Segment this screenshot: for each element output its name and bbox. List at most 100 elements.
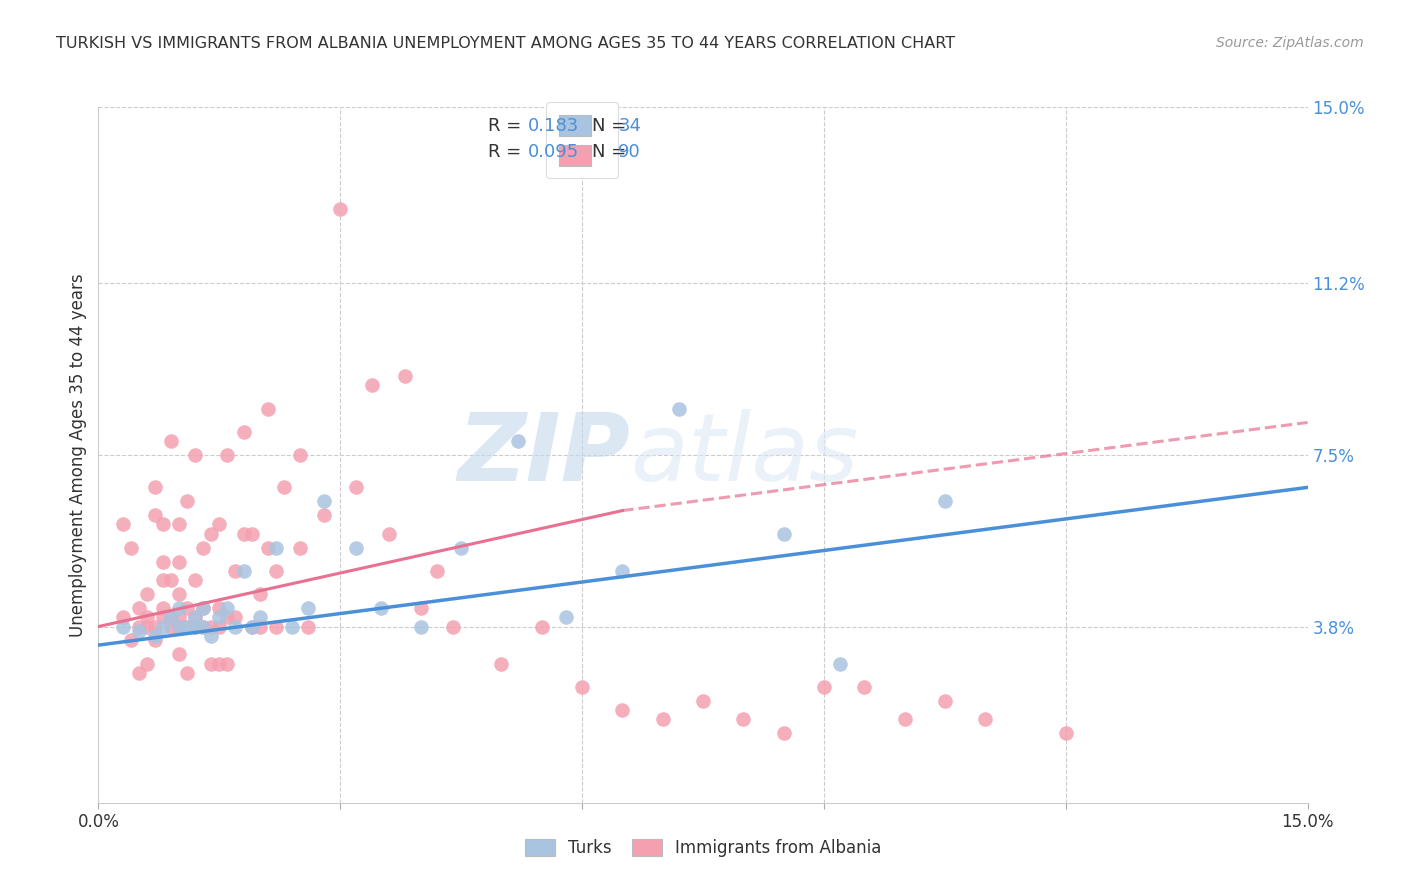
- Point: [240, 619, 263, 633]
- Text: ZIP: ZIP: [457, 409, 630, 501]
- Point: [974, 712, 997, 726]
- Text: TURKISH VS IMMIGRANTS FROM ALBANIA UNEMPLOYMENT AMONG AGES 35 TO 44 YEARS CORREL: TURKISH VS IMMIGRANTS FROM ALBANIA UNEMP…: [56, 36, 955, 51]
- Point: [394, 369, 416, 384]
- Point: [409, 601, 432, 615]
- Point: [184, 610, 207, 624]
- Point: [224, 564, 246, 578]
- Point: [530, 619, 553, 633]
- Point: [772, 726, 794, 740]
- Point: [208, 657, 231, 671]
- Point: [184, 573, 207, 587]
- Point: [167, 619, 190, 633]
- Point: [264, 619, 287, 633]
- Point: [200, 526, 222, 541]
- Point: [143, 480, 166, 494]
- Y-axis label: Unemployment Among Ages 35 to 44 years: Unemployment Among Ages 35 to 44 years: [69, 273, 87, 637]
- Point: [193, 619, 215, 633]
- Point: [288, 448, 311, 462]
- Point: [297, 619, 319, 633]
- Point: [377, 526, 399, 541]
- Text: 34: 34: [619, 118, 641, 136]
- Text: N =: N =: [592, 118, 631, 136]
- Point: [200, 629, 222, 643]
- Point: [772, 526, 794, 541]
- Point: [314, 494, 336, 508]
- Text: N =: N =: [592, 144, 631, 161]
- Point: [426, 564, 449, 578]
- Point: [135, 619, 157, 633]
- Point: [506, 434, 529, 448]
- Point: [160, 573, 183, 587]
- Point: [651, 712, 673, 726]
- Point: [612, 703, 634, 717]
- Point: [256, 401, 278, 416]
- Point: [167, 517, 190, 532]
- Point: [264, 564, 287, 578]
- Point: [193, 541, 215, 555]
- Point: [232, 526, 254, 541]
- Point: [1054, 726, 1077, 740]
- Point: [143, 508, 166, 523]
- Point: [934, 694, 956, 708]
- Point: [217, 657, 239, 671]
- Point: [193, 601, 215, 615]
- Point: [208, 619, 231, 633]
- Point: [555, 610, 578, 624]
- Point: [120, 633, 142, 648]
- Point: [491, 657, 513, 671]
- Point: [143, 629, 166, 643]
- Text: 90: 90: [619, 144, 641, 161]
- Point: [281, 619, 304, 633]
- Point: [167, 610, 190, 624]
- Point: [135, 587, 157, 601]
- Point: [329, 202, 352, 216]
- Point: [217, 610, 239, 624]
- Point: [441, 619, 464, 633]
- Point: [193, 601, 215, 615]
- Point: [217, 448, 239, 462]
- Point: [152, 517, 174, 532]
- Point: [297, 601, 319, 615]
- Point: [167, 619, 190, 633]
- Point: [152, 601, 174, 615]
- Point: [167, 601, 190, 615]
- Point: [934, 494, 956, 508]
- Point: [344, 541, 367, 555]
- Point: [668, 401, 690, 416]
- Point: [200, 657, 222, 671]
- Point: [224, 619, 246, 633]
- Point: [152, 619, 174, 633]
- Point: [249, 619, 271, 633]
- Text: 0.183: 0.183: [527, 118, 579, 136]
- Point: [370, 601, 392, 615]
- Text: Source: ZipAtlas.com: Source: ZipAtlas.com: [1216, 36, 1364, 50]
- Point: [273, 480, 295, 494]
- Point: [143, 619, 166, 633]
- Point: [184, 610, 207, 624]
- Point: [176, 619, 198, 633]
- Point: [160, 610, 183, 624]
- Point: [208, 610, 231, 624]
- Text: R =: R =: [488, 144, 527, 161]
- Point: [176, 619, 198, 633]
- Point: [120, 541, 142, 555]
- Point: [264, 541, 287, 555]
- Point: [813, 680, 835, 694]
- Point: [249, 610, 271, 624]
- Point: [143, 633, 166, 648]
- Point: [208, 601, 231, 615]
- Point: [314, 508, 336, 523]
- Point: [361, 378, 384, 392]
- Point: [344, 480, 367, 494]
- Point: [200, 619, 222, 633]
- Point: [184, 619, 207, 633]
- Point: [893, 712, 915, 726]
- Point: [128, 601, 150, 615]
- Point: [224, 610, 246, 624]
- Point: [176, 601, 198, 615]
- Point: [111, 610, 134, 624]
- Point: [612, 564, 634, 578]
- Point: [208, 517, 231, 532]
- Point: [692, 694, 714, 708]
- Text: 0.095: 0.095: [527, 144, 579, 161]
